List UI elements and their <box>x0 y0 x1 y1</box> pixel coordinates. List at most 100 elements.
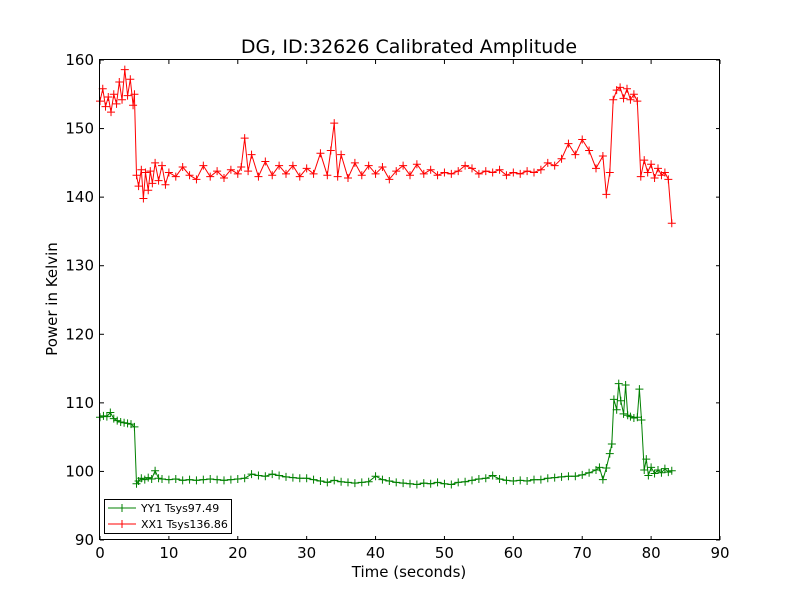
data-point <box>226 475 235 484</box>
data-point <box>454 478 463 487</box>
data-point <box>115 77 124 86</box>
data-point <box>557 154 566 163</box>
data-point <box>158 161 166 170</box>
data-point <box>502 171 511 180</box>
data-point <box>109 90 118 99</box>
data-point <box>516 169 525 178</box>
x-tick-label: 20 <box>228 544 247 562</box>
data-point <box>378 475 387 484</box>
data-point <box>357 478 366 487</box>
data-point <box>323 478 332 487</box>
data-point <box>629 90 638 99</box>
y-tick-label: 150 <box>65 120 94 138</box>
data-point <box>419 169 428 178</box>
data-point <box>495 474 504 483</box>
plot-lines <box>96 65 676 489</box>
data-point <box>481 474 490 483</box>
data-point <box>633 413 642 422</box>
chart-title: DG, ID:32626 Calibrated Amplitude <box>241 36 577 58</box>
data-point <box>288 161 297 170</box>
data-point <box>330 119 339 128</box>
data-point <box>237 162 246 171</box>
data-point <box>295 474 304 483</box>
data-point <box>109 414 118 423</box>
data-point <box>635 385 644 394</box>
data-point <box>309 169 318 178</box>
legend-label: YY1 Tsys97.49 <box>140 502 219 515</box>
data-point <box>344 478 352 487</box>
data-point <box>107 108 116 117</box>
data-point <box>481 167 490 176</box>
data-point <box>120 418 129 427</box>
data-point <box>104 93 113 102</box>
data-point <box>137 165 146 174</box>
data-point <box>412 160 421 169</box>
data-point <box>502 476 511 485</box>
data-point <box>406 171 414 180</box>
data-point <box>530 168 538 177</box>
data-point <box>564 472 573 481</box>
data-point <box>337 477 346 486</box>
data-point <box>614 379 623 388</box>
data-point <box>440 168 449 177</box>
data-point <box>178 476 187 485</box>
data-point <box>295 172 304 181</box>
data-point <box>640 466 649 475</box>
data-point <box>637 416 646 424</box>
data-point <box>550 473 559 482</box>
data-point <box>141 168 150 177</box>
legend-marker <box>118 520 126 528</box>
data-point <box>664 468 673 477</box>
data-point <box>660 464 669 473</box>
data-point <box>536 475 545 484</box>
data-point <box>523 477 532 486</box>
data-point <box>364 161 373 170</box>
data-point <box>616 83 625 92</box>
data-point <box>118 95 127 104</box>
legend-marker <box>118 504 126 512</box>
data-point <box>282 472 290 481</box>
data-point <box>326 146 335 155</box>
data-point <box>185 171 194 180</box>
data-point <box>199 475 208 484</box>
x-tick-label: 80 <box>642 544 661 562</box>
data-point <box>220 173 228 182</box>
data-point <box>247 150 256 159</box>
data-point <box>536 165 545 174</box>
data-point <box>454 167 463 176</box>
data-point <box>192 476 201 485</box>
data-point <box>130 422 139 431</box>
data-point <box>147 474 156 483</box>
legend-box <box>104 499 232 534</box>
data-point <box>399 479 408 488</box>
data-point <box>112 99 121 108</box>
data-point <box>371 169 380 178</box>
x-tick-label: 50 <box>435 544 454 562</box>
data-point <box>650 469 659 478</box>
data-point <box>154 176 163 185</box>
data-point <box>116 418 125 427</box>
y-tick-label: 120 <box>65 325 94 343</box>
data-point <box>139 194 148 203</box>
data-point <box>557 472 566 481</box>
data-point <box>146 167 155 176</box>
data-point <box>275 471 284 480</box>
data-point <box>447 169 456 178</box>
data-point <box>148 179 157 188</box>
data-point <box>461 477 470 486</box>
data-point <box>302 164 311 173</box>
data-point <box>578 135 587 144</box>
x-axis-label: Time (seconds) <box>351 563 467 581</box>
data-point <box>151 158 160 167</box>
data-point <box>364 477 373 486</box>
data-point <box>605 168 614 177</box>
data-point <box>330 476 339 485</box>
data-point <box>488 168 497 177</box>
data-point <box>185 475 194 484</box>
data-point <box>344 173 352 182</box>
data-point <box>623 84 631 93</box>
series-xx1 <box>96 65 676 228</box>
data-point <box>171 172 180 181</box>
data-point <box>426 165 435 174</box>
